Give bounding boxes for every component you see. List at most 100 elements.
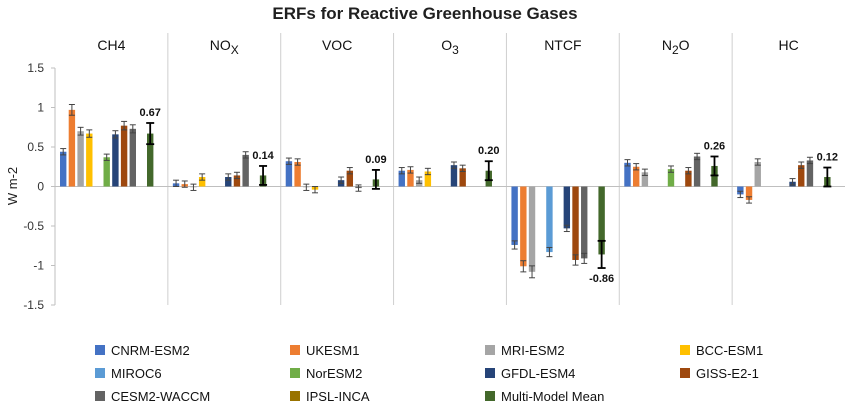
bar-cnrm-esm2	[511, 186, 518, 245]
legend-item: CESM2-WACCM	[95, 389, 210, 404]
y-axis-label: W m-2	[5, 167, 20, 205]
legend-item: CNRM-ESM2	[95, 343, 190, 358]
legend-swatch	[290, 391, 300, 401]
legend-swatch	[95, 391, 105, 401]
bar-cnrm-esm2	[737, 186, 744, 195]
mean-value-label: -0.86	[589, 273, 614, 285]
mean-value-label: 0.26	[704, 140, 725, 152]
legend-item: Multi-Model Mean	[485, 389, 604, 404]
bar-cnrm-esm2	[285, 161, 293, 187]
mean-value-label: 0.67	[139, 107, 160, 119]
legend-swatch	[290, 345, 300, 355]
bar-mri-esm2	[641, 172, 649, 187]
bar-giss-e2-1	[459, 168, 466, 187]
legend-item: GISS-E2-1	[680, 366, 759, 381]
legend-item: MIROC6	[95, 366, 162, 381]
legend-label: UKESM1	[306, 343, 359, 358]
bar-giss-e2-1	[798, 165, 805, 187]
y-tick-label: -1	[33, 259, 44, 273]
bar-cesm2-waccm	[693, 156, 701, 187]
y-tick-label: 1	[37, 101, 44, 115]
group-label: O3	[441, 37, 459, 57]
y-tick-label: -1.5	[23, 298, 44, 312]
legend-label: NorESM2	[306, 366, 362, 381]
bar-giss-e2-1	[233, 175, 241, 187]
bar-giss-e2-1	[572, 186, 579, 260]
legend-label: Multi-Model Mean	[501, 389, 604, 404]
bar-giss-e2-1	[685, 170, 692, 187]
y-tick-label: -0.5	[23, 219, 44, 233]
mean-value-label: 0.14	[252, 150, 274, 162]
legend-label: MRI-ESM2	[501, 343, 565, 358]
y-tick-label: 0	[37, 180, 44, 194]
bar-noresm2	[103, 157, 110, 187]
legend-item: GFDL-ESM4	[485, 366, 575, 381]
bar-multi-model-mean	[598, 186, 605, 255]
bar-cesm2-waccm	[129, 128, 136, 187]
group-label: N2O	[662, 37, 690, 57]
legend-swatch	[485, 368, 495, 378]
bar-cnrm-esm2	[624, 162, 631, 187]
bar-ukesm1	[520, 186, 527, 267]
mean-value-label: 0.12	[817, 152, 838, 164]
chart-title: ERFs for Reactive Greenhouse Gases	[272, 4, 577, 23]
bar-ukesm1	[294, 162, 301, 187]
bar-cesm2-waccm	[806, 160, 814, 187]
legend-label: GISS-E2-1	[696, 366, 759, 381]
legend-swatch	[680, 345, 690, 355]
bar-bcc-esm1	[86, 133, 93, 187]
bar-ukesm1	[407, 169, 414, 187]
bar-mri-esm2	[754, 162, 761, 187]
mean-labels: 0.67 0.14 0.09 0.20 -0.86 0.26 0.12	[139, 107, 838, 285]
bar-giss-e2-1	[346, 170, 354, 187]
legend-label: CNRM-ESM2	[111, 343, 190, 358]
bar-cnrm-esm2	[60, 151, 67, 187]
bars	[60, 104, 832, 279]
group-separators	[167, 33, 733, 305]
bar-gfdl-esm4	[112, 134, 119, 187]
y-tick-label: 1.5	[27, 61, 44, 75]
legend-swatch	[680, 368, 690, 378]
legend-swatch	[95, 368, 105, 378]
mean-value-label: 0.20	[478, 145, 499, 157]
mean-value-label: 0.09	[365, 154, 386, 166]
legend-item: UKESM1	[290, 343, 359, 358]
bar-cesm2-waccm	[242, 154, 249, 187]
legend-label: IPSL-INCA	[306, 389, 370, 404]
bar-bcc-esm1	[424, 171, 432, 187]
group-label: HC	[778, 37, 798, 53]
bar-bcc-esm1	[198, 177, 206, 187]
bar-ukesm1	[745, 186, 753, 200]
bar-ukesm1	[68, 109, 76, 187]
legend-label: MIROC6	[111, 366, 162, 381]
legend-swatch	[485, 345, 495, 355]
group-label: NTCF	[544, 37, 581, 53]
bar-cesm2-waccm	[581, 186, 588, 259]
y-tick-label: 0.5	[27, 140, 44, 154]
group-label: CH4	[97, 37, 125, 53]
bar-ukesm1	[632, 166, 640, 187]
legend-swatch	[95, 345, 105, 355]
bar-miroc6	[546, 186, 553, 253]
group-label: VOC	[322, 37, 352, 53]
legend: CNRM-ESM2 UKESM1 MRI-ESM2 BCC-ESM1 MIROC6 Nor…	[95, 343, 763, 404]
legend-item: BCC-ESM1	[680, 343, 763, 358]
bar-giss-e2-1	[120, 125, 128, 187]
bar-mri-esm2	[77, 131, 84, 187]
legend-label: CESM2-WACCM	[111, 389, 210, 404]
legend-label: GFDL-ESM4	[501, 366, 575, 381]
legend-label: BCC-ESM1	[696, 343, 763, 358]
bar-gfdl-esm4	[450, 165, 458, 187]
y-axis: 1.5 1 0.5 0 -0.5 -1 -1.5	[23, 61, 845, 312]
bar-gfdl-esm4	[225, 177, 232, 187]
bar-mri-esm2	[528, 186, 536, 272]
bar-gfdl-esm4	[563, 186, 571, 229]
group-label: NOX	[210, 37, 239, 57]
legend-item: NorESM2	[290, 366, 362, 381]
bar-multi-model-mean	[147, 133, 154, 187]
legend-swatch	[290, 368, 300, 378]
legend-item: MRI-ESM2	[485, 343, 565, 358]
group-labels: CH4 NOX VOC O3 NTCF N2O HC	[97, 37, 798, 57]
bar-cnrm-esm2	[398, 170, 405, 187]
